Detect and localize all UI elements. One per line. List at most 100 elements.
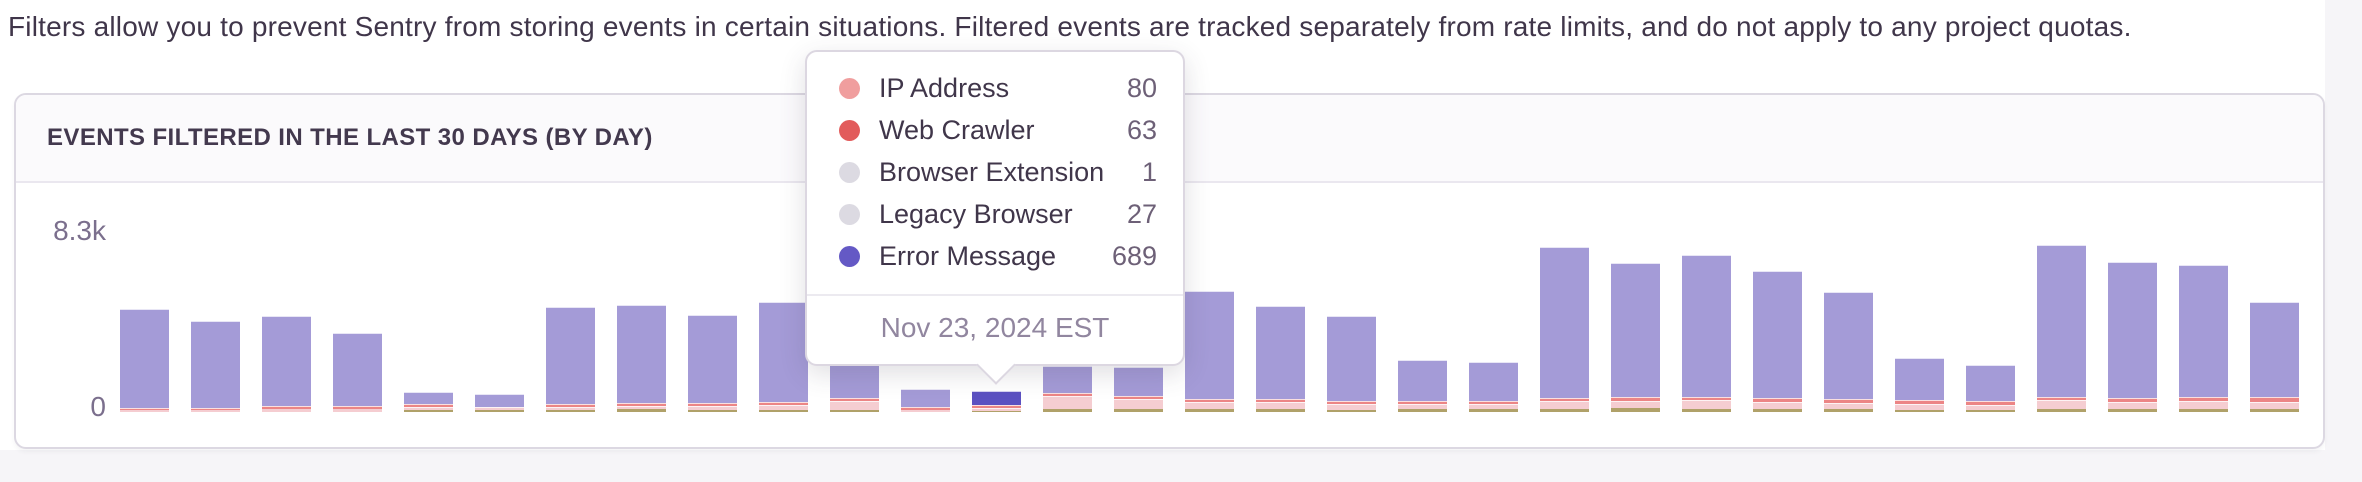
bar-day-31[interactable] [2250,302,2299,412]
crawler-segment [333,406,382,409]
tooltip-rows: IP Address 80 Web Crawler 63 Browser Extensi… [807,52,1183,294]
ip-segment [120,410,169,412]
ip-segment [1540,401,1589,409]
ip-segment [333,409,382,412]
bar-day-24[interactable] [1753,271,1802,412]
bar-day-28[interactable] [2037,245,2086,412]
ip-segment [404,407,453,410]
error-message-segment [830,365,879,398]
bar-day-26[interactable] [1895,358,1944,412]
legacy-segment [546,410,595,412]
tooltip-series-value: 689 [1111,240,1157,271]
web-crawler-dot [839,119,860,141]
bar-plot [120,238,2305,412]
error-message-segment [1895,358,1944,400]
tooltip-series-label: Error Message [879,240,1057,271]
bar-day-22[interactable] [1611,263,1660,412]
tooltip-series-value: 1 [1141,156,1157,187]
ip-segment [1114,399,1163,409]
ip-segment [1185,402,1234,409]
error-message-segment [1327,316,1376,401]
tooltip-series-label: Web Crawler [879,114,1035,145]
ip-segment [546,407,595,410]
crawler-segment [2108,398,2157,402]
bar-day-19[interactable] [1398,360,1447,412]
tooltip-row: IP Address 80 [839,67,1157,109]
tooltip-date: Nov 23, 2024 EST [807,294,1183,364]
legacy-segment [1256,409,1305,412]
tooltip-series-label: IP Address [879,72,1010,103]
error-message-segment [2250,302,2299,397]
bar-day-2[interactable] [191,321,240,412]
tooltip-series-label: Browser Extension [879,156,1105,187]
bar-day-17[interactable] [1256,306,1305,412]
error-message-segment [1114,367,1163,396]
legacy-segment [830,410,879,412]
ip-segment [2250,402,2299,409]
legacy-segment [1327,410,1376,412]
bar-day-21[interactable] [1540,247,1589,412]
bar-day-3[interactable] [262,316,311,412]
bar-day-13-highlighted[interactable] [972,391,1021,412]
legacy-segment [972,411,1021,412]
error-message-segment [1043,366,1092,393]
error-message-segment [262,316,311,406]
bar-day-5[interactable] [404,392,453,412]
legacy-segment [1469,409,1518,412]
bar-day-4[interactable] [333,333,382,412]
error-message-segment [1824,292,1873,399]
crawler-segment [2179,397,2228,401]
bar-day-18[interactable] [1327,316,1376,412]
ip-segment [830,401,879,410]
ip-segment [1966,405,2015,410]
crawler-segment [546,404,595,407]
error-message-segment [191,321,240,408]
bar-day-9[interactable] [688,315,737,412]
error-message-segment [688,315,737,403]
crawler-segment [688,403,737,406]
ip-segment [1895,404,1944,410]
crawler-segment [1469,401,1518,404]
legacy-segment [475,410,524,412]
bar-day-8[interactable] [617,305,666,412]
bar-day-29[interactable] [2108,262,2157,412]
ip-segment [1611,401,1660,408]
crawler-segment [1256,399,1305,402]
bar-day-15[interactable] [1114,367,1163,412]
ip-segment [1043,396,1092,409]
error-message-segment [1611,263,1660,397]
bar-day-20[interactable] [1469,362,1518,412]
error-message-segment [1682,255,1731,397]
crawler-segment [1114,396,1163,399]
bar-day-16[interactable] [1185,291,1234,412]
legacy-segment [1398,409,1447,412]
bar-day-11[interactable] [830,365,879,412]
crawler-segment [759,402,808,405]
bar-day-12[interactable] [901,389,950,412]
bar-day-10[interactable] [759,302,808,412]
bar-day-7[interactable] [546,307,595,412]
crawler-segment [1824,399,1873,403]
ip-segment [2037,400,2086,409]
bar-day-23[interactable] [1682,255,1731,412]
crawler-segment [830,398,879,401]
crawler-segment [1185,399,1234,402]
bar-day-27[interactable] [1966,365,2015,412]
crawler-segment [1895,400,1944,404]
bar-day-14[interactable] [1043,366,1092,412]
legacy-segment [1966,410,2015,412]
ip-segment [475,407,524,410]
bar-day-6[interactable] [475,394,524,412]
ip-segment [688,406,737,410]
bar-day-1[interactable] [120,309,169,412]
ip-address-dot [839,77,860,99]
crawler-segment [1966,401,2015,405]
tooltip-series-value: 27 [1126,198,1157,229]
error-message-segment [475,394,524,407]
bar-day-30[interactable] [2179,265,2228,412]
crawler-segment [120,408,169,410]
page-content: Filters allow you to prevent Sentry from… [8,11,2325,449]
ip-segment [2108,402,2157,409]
bar-day-25[interactable] [1824,292,1873,412]
ip-segment [1824,403,1873,409]
